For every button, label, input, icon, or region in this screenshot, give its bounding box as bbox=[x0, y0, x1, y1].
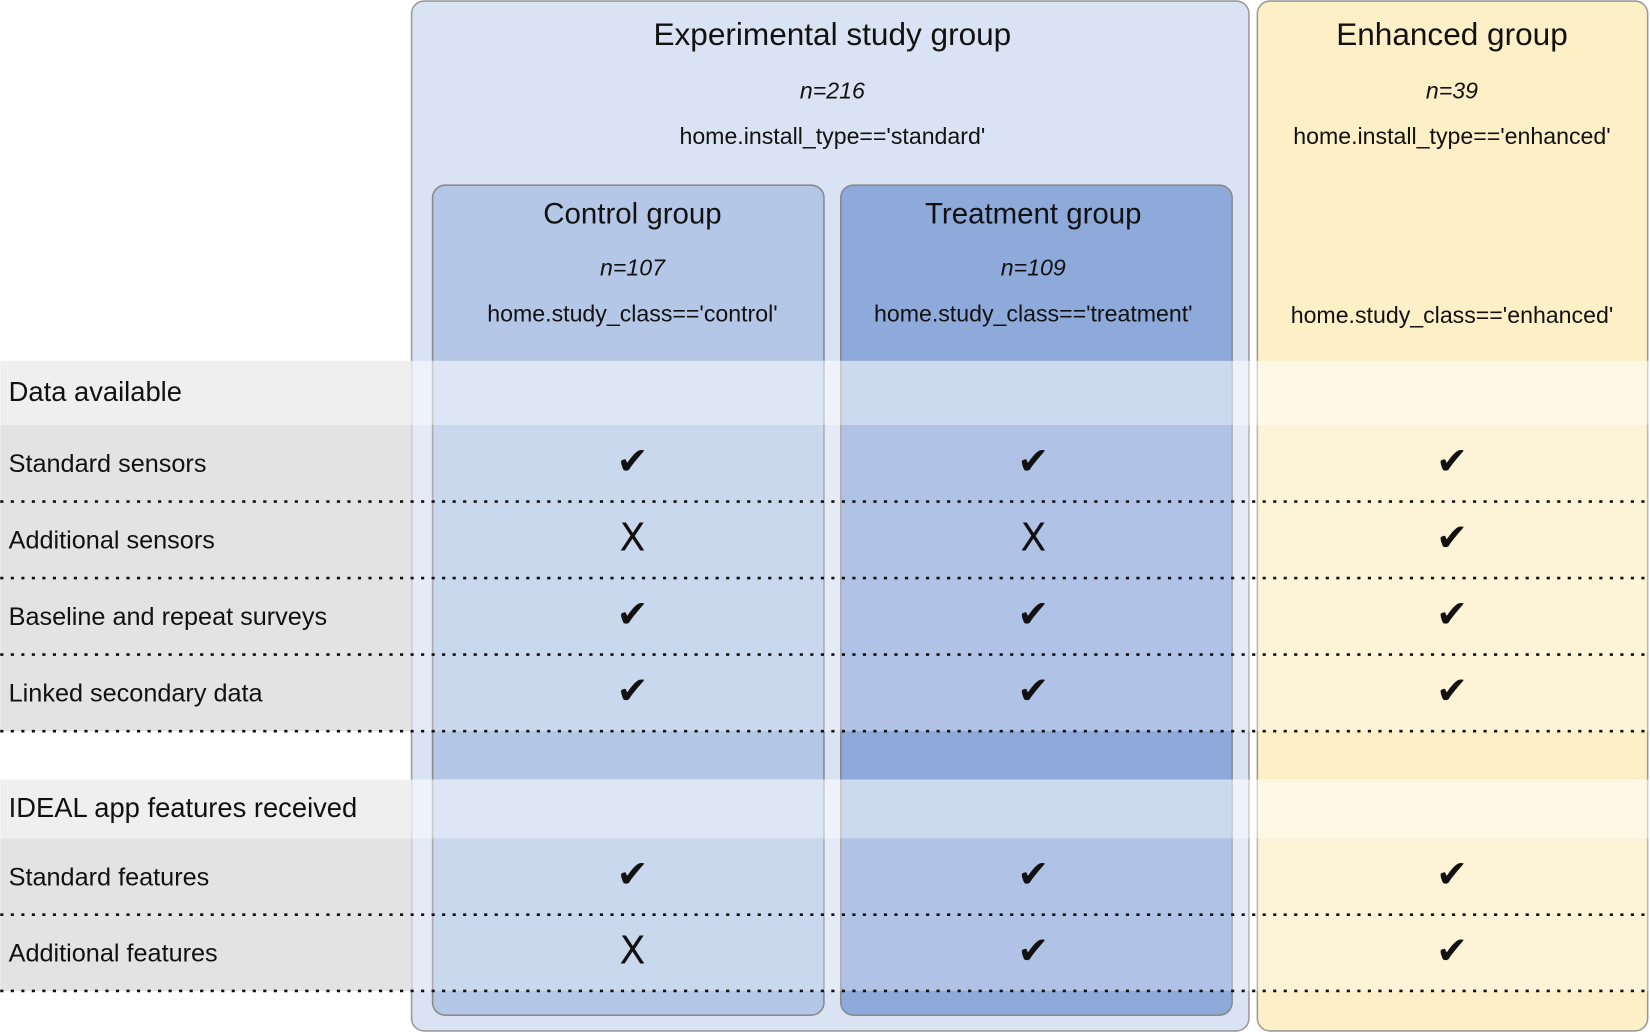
cell-mark: ✔ bbox=[1436, 852, 1468, 896]
group-n: n=39 bbox=[1426, 78, 1478, 104]
group-title: Treatment group bbox=[925, 197, 1142, 230]
group-n: n=216 bbox=[800, 78, 865, 104]
row-label: Additional sensors bbox=[9, 527, 215, 555]
row-label: Standard features bbox=[9, 863, 210, 891]
cell-mark: ✔ bbox=[1436, 928, 1468, 972]
group-condition: home.install_type=='standard' bbox=[679, 123, 985, 149]
section-band-left bbox=[0, 779, 412, 839]
row-band-left bbox=[0, 425, 412, 502]
row-band bbox=[411, 425, 1650, 502]
enhanced-box bbox=[1256, 0, 1649, 1032]
row-band bbox=[411, 654, 1650, 732]
cell-mark: ✔ bbox=[1436, 439, 1468, 483]
row-band bbox=[411, 501, 1650, 579]
cell-mark: X bbox=[1020, 515, 1046, 559]
group-title: Control group bbox=[543, 197, 721, 230]
cell-mark: ✔ bbox=[1436, 515, 1468, 559]
cell-mark: ✔ bbox=[1017, 928, 1049, 972]
row-band-left bbox=[0, 501, 412, 579]
group-condition: home.study_class=='enhanced' bbox=[1291, 302, 1614, 328]
row-band bbox=[411, 578, 1650, 655]
cell-mark: ✔ bbox=[617, 592, 649, 636]
cell-mark: ✔ bbox=[617, 852, 649, 896]
cell-mark: ✔ bbox=[617, 439, 649, 483]
row-band-left bbox=[0, 654, 412, 732]
group-condition: home.study_class=='treatment' bbox=[874, 301, 1193, 327]
section-title: Data available bbox=[9, 376, 182, 407]
row-band bbox=[411, 914, 1650, 991]
cell-mark: X bbox=[620, 928, 646, 972]
row-label: Baseline and repeat surveys bbox=[9, 603, 327, 631]
row-band-left bbox=[0, 578, 412, 655]
section-band bbox=[411, 779, 1650, 839]
section-title: IDEAL app features received bbox=[9, 792, 358, 823]
row-band-left bbox=[0, 914, 412, 991]
row-band-left bbox=[0, 838, 412, 915]
group-n: n=109 bbox=[1001, 254, 1066, 280]
group-title: Experimental study group bbox=[653, 16, 1011, 52]
group-condition: home.install_type=='enhanced' bbox=[1293, 123, 1610, 149]
cell-mark: ✔ bbox=[617, 668, 649, 712]
cell-mark: ✔ bbox=[1436, 592, 1468, 636]
cell-mark: ✔ bbox=[1017, 592, 1049, 636]
section-band bbox=[411, 360, 1650, 426]
cell-mark: ✔ bbox=[1436, 668, 1468, 712]
row-label: Linked secondary data bbox=[9, 680, 264, 708]
section-band-left bbox=[0, 360, 412, 426]
group-title: Enhanced group bbox=[1336, 16, 1568, 52]
row-label: Standard sensors bbox=[9, 450, 207, 478]
cell-mark: ✔ bbox=[1017, 852, 1049, 896]
row-band bbox=[411, 838, 1650, 915]
row-label: Additional features bbox=[9, 940, 218, 968]
group-condition: home.study_class=='control' bbox=[487, 301, 777, 327]
cell-mark: ✔ bbox=[1017, 439, 1049, 483]
cell-mark: ✔ bbox=[1017, 668, 1049, 712]
cell-mark: X bbox=[620, 515, 646, 559]
group-n: n=107 bbox=[600, 254, 666, 280]
